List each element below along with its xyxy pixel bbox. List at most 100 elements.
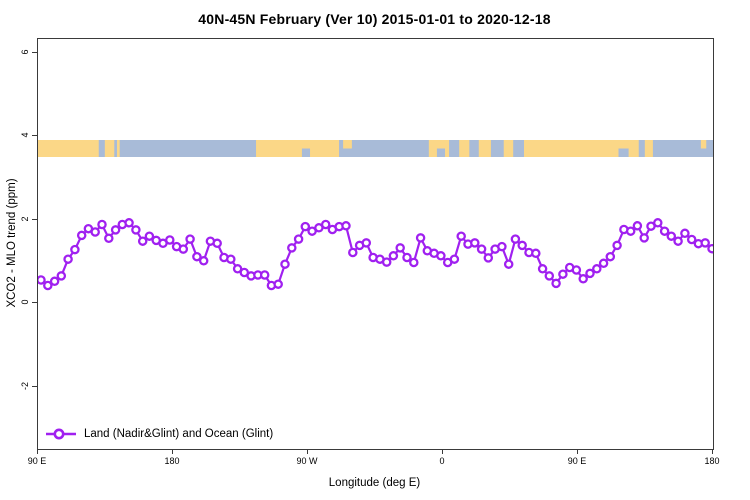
data-point	[666, 231, 677, 241]
ocean-segment	[301, 148, 311, 157]
data-point	[436, 251, 446, 261]
data-point	[348, 247, 358, 258]
data-point	[178, 244, 189, 254]
data-point	[415, 233, 426, 243]
data-point	[97, 219, 107, 230]
data-point	[483, 253, 494, 263]
land-segment	[459, 140, 470, 157]
land-segment	[343, 140, 352, 149]
land-segment	[503, 140, 514, 157]
x-tick-label: 180	[164, 456, 180, 466]
data-point	[137, 236, 148, 246]
y-tick-label: 4	[20, 132, 30, 138]
y-tick-label: -2	[20, 381, 30, 390]
data-point	[592, 264, 602, 274]
data-point	[259, 270, 270, 280]
x-tick-mark	[307, 449, 308, 454]
data-point	[456, 231, 466, 241]
data-point	[90, 227, 100, 237]
land-segment	[38, 140, 99, 157]
x-tick-label: 90 E	[567, 456, 587, 466]
data-point	[686, 234, 697, 245]
plot-canvas	[38, 140, 713, 291]
data-point	[653, 218, 663, 228]
data-point	[198, 256, 209, 266]
y-tick-label: 0	[20, 299, 30, 305]
data-point	[212, 238, 222, 249]
data-point	[673, 236, 683, 246]
plot-area	[37, 38, 714, 450]
data-point	[531, 248, 541, 259]
data-point	[605, 251, 616, 262]
data-point	[497, 241, 507, 252]
data-point	[131, 225, 141, 235]
data-point	[544, 271, 555, 281]
data-point	[361, 238, 372, 248]
data-point	[56, 271, 67, 281]
y-axis-title: XCO2 - MLO trend (ppm)	[6, 178, 18, 308]
data-point	[449, 254, 460, 264]
land-segment	[478, 140, 491, 157]
data-point	[63, 254, 73, 264]
data-point	[293, 234, 304, 244]
data-point	[578, 274, 588, 284]
data-point	[76, 230, 87, 241]
data-point	[165, 235, 175, 245]
data-point	[409, 257, 419, 268]
data-point	[287, 243, 297, 253]
data-point	[124, 218, 134, 228]
data-point	[320, 219, 331, 230]
x-tick-mark	[577, 449, 578, 454]
data-point	[49, 276, 60, 287]
data-point	[38, 275, 46, 285]
ocean-segment	[618, 148, 629, 157]
data-point	[43, 280, 53, 291]
data-point	[402, 252, 412, 263]
data-point	[470, 238, 480, 248]
data-point	[700, 238, 710, 248]
data-point	[517, 240, 527, 251]
data-point	[273, 279, 283, 289]
data-point	[300, 221, 311, 232]
y-tick-mark	[32, 135, 37, 136]
land-segment	[116, 140, 120, 157]
data-point	[395, 243, 405, 253]
x-tick-label: 90 W	[296, 456, 318, 466]
data-point	[104, 233, 114, 244]
y-tick-mark	[32, 385, 37, 387]
data-point	[381, 257, 392, 267]
data-point	[185, 234, 195, 244]
land-segment	[256, 140, 340, 157]
chart-title: 40N-45N February (Ver 10) 2015-01-01 to …	[198, 11, 551, 27]
x-tick-label: 0	[439, 456, 445, 466]
data-point	[680, 228, 690, 239]
y-tick-label: 6	[20, 48, 30, 55]
data-point	[110, 225, 121, 235]
data-point	[503, 259, 514, 269]
data-point	[510, 234, 521, 244]
x-tick-label: 180	[704, 456, 720, 466]
data-point	[585, 268, 595, 279]
x-axis-title: Longitude (deg E)	[328, 477, 421, 489]
data-point	[639, 233, 649, 243]
x-tick-mark	[37, 449, 38, 454]
land-segment	[644, 140, 653, 157]
data-point	[659, 226, 670, 236]
data-point	[226, 254, 236, 264]
y-tick-mark	[32, 51, 37, 53]
data-point	[280, 259, 290, 269]
data-point	[612, 240, 622, 251]
y-tick-label: 2	[20, 215, 30, 222]
data-point	[558, 269, 568, 279]
data-point	[551, 278, 561, 289]
data-point	[232, 264, 243, 274]
data-point	[341, 221, 351, 231]
x-tick-label: 90 E	[27, 456, 47, 466]
data-point	[625, 226, 636, 236]
ocean-segment	[436, 148, 446, 157]
legend-label: Land (Nadir&Glint) and Ocean (Glint)	[84, 428, 274, 440]
land-segment	[524, 140, 639, 157]
y-tick-mark	[32, 218, 37, 220]
x-tick-mark	[442, 449, 443, 454]
data-point	[598, 258, 609, 269]
